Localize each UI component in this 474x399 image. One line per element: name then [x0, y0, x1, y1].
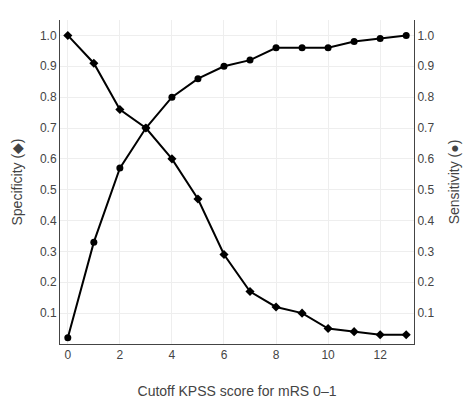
svg-text:0.7: 0.7: [40, 121, 57, 135]
svg-text:Sensitivity (●): Sensitivity (●): [446, 140, 462, 225]
svg-text:8: 8: [273, 348, 280, 362]
svg-text:0.4: 0.4: [40, 214, 57, 228]
svg-text:0.6: 0.6: [40, 152, 57, 166]
svg-text:0.3: 0.3: [417, 245, 434, 259]
svg-text:6: 6: [221, 348, 228, 362]
svg-text:0.3: 0.3: [40, 245, 57, 259]
svg-text:1.0: 1.0: [40, 29, 57, 43]
svg-text:0.4: 0.4: [417, 214, 434, 228]
svg-text:2: 2: [117, 348, 124, 362]
svg-text:4: 4: [169, 348, 176, 362]
svg-text:Specificity (◆): Specificity (◆): [9, 138, 25, 225]
svg-text:0.1: 0.1: [40, 306, 57, 320]
svg-text:Cutoff KPSS score for mRS 0–1: Cutoff KPSS score for mRS 0–1: [138, 383, 337, 399]
svg-text:1.0: 1.0: [417, 29, 434, 43]
svg-text:0.6: 0.6: [417, 152, 434, 166]
svg-text:12: 12: [373, 348, 387, 362]
svg-text:0.8: 0.8: [40, 90, 57, 104]
svg-text:0.5: 0.5: [40, 183, 57, 197]
svg-text:0.9: 0.9: [417, 59, 434, 73]
svg-text:0.9: 0.9: [40, 59, 57, 73]
svg-text:0: 0: [64, 348, 71, 362]
svg-text:0.2: 0.2: [417, 275, 434, 289]
svg-text:0.7: 0.7: [417, 121, 434, 135]
svg-text:0.2: 0.2: [40, 275, 57, 289]
svg-text:0.1: 0.1: [417, 306, 434, 320]
svg-text:10: 10: [321, 348, 335, 362]
svg-text:0.5: 0.5: [417, 183, 434, 197]
svg-text:0.8: 0.8: [417, 90, 434, 104]
